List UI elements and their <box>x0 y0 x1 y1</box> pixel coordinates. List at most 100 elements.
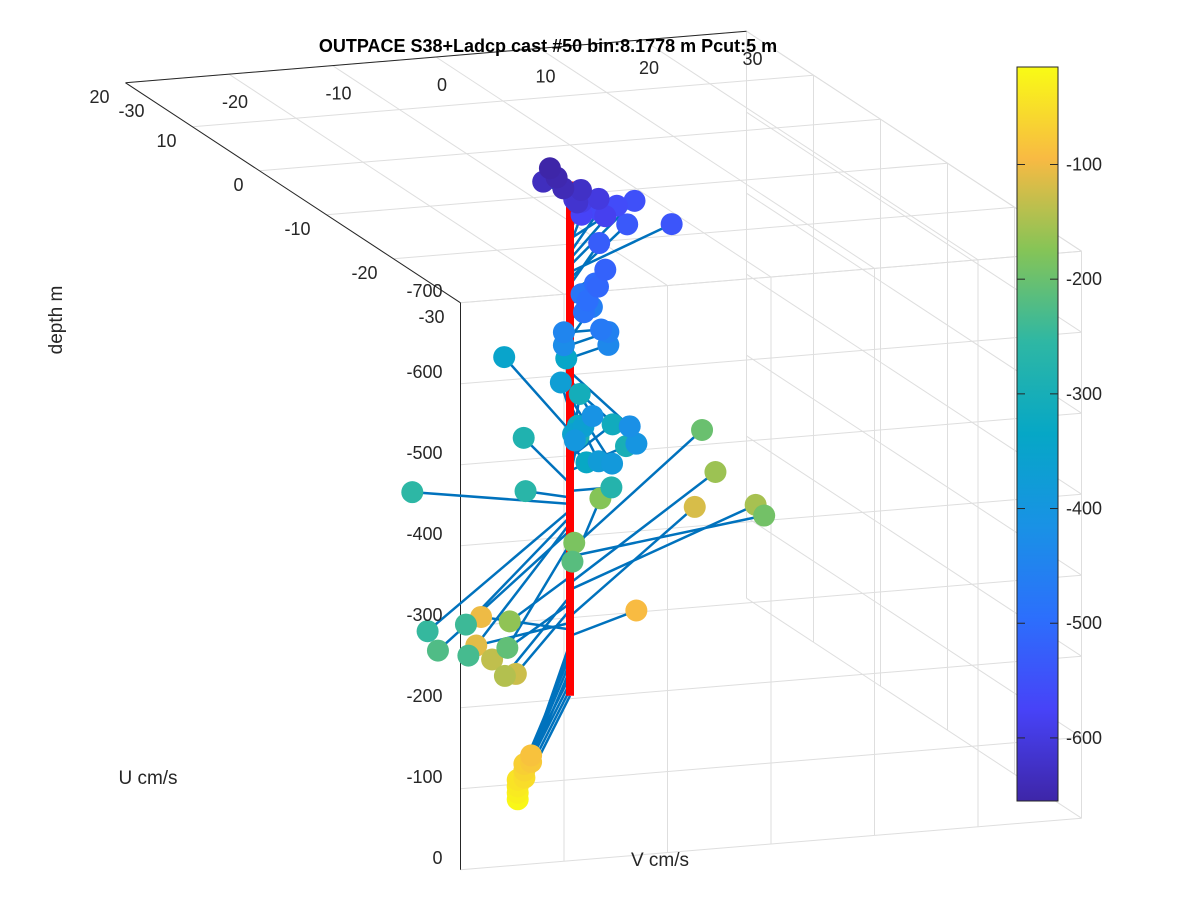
back-grid-line <box>460 817 1082 871</box>
floor-grid-line <box>228 73 565 295</box>
depth-tick-label: -500 <box>406 443 442 463</box>
velocity-marker <box>569 178 592 201</box>
colorbar-gradient <box>1016 66 1059 802</box>
velocity-stem <box>569 470 717 585</box>
back-grid-line <box>460 412 1082 466</box>
u-tick-label: 10 <box>156 131 176 151</box>
depth-tick-label: -700 <box>406 281 442 301</box>
v-tick-label: -10 <box>325 84 351 104</box>
chart-title: OUTPACE S38+Ladcp cast #50 bin:8.1778 m … <box>319 36 777 56</box>
velocity-stem <box>569 222 673 274</box>
velocity-marker <box>753 504 776 527</box>
depth-tick-label: -200 <box>406 686 442 706</box>
velocity-marker <box>416 620 439 643</box>
velocity-stems <box>412 167 765 800</box>
velocity-marker <box>683 495 706 518</box>
back-grid-line <box>460 736 1082 790</box>
colorbar-tick-label: -300 <box>1066 384 1102 404</box>
velocity-marker <box>587 187 610 210</box>
u-tick-label: 0 <box>233 175 243 195</box>
velocity-marker <box>552 321 575 344</box>
v-tick-label: 20 <box>639 58 659 78</box>
u-tick-label: -20 <box>351 263 377 283</box>
velocity-marker <box>587 275 609 298</box>
velocity-marker <box>481 648 504 671</box>
velocity-marker <box>594 258 617 281</box>
v-tick-label: -30 <box>118 101 144 121</box>
velocity-marker <box>454 613 477 636</box>
velocity-stem <box>506 542 572 649</box>
velocity-marker <box>549 371 572 394</box>
velocity-marker <box>581 405 604 428</box>
velocity-marker <box>601 413 624 436</box>
velocity-marker <box>601 452 624 475</box>
depth-tick-label: -100 <box>406 767 442 787</box>
velocity-marker <box>493 346 516 369</box>
z-axis-label: depth m <box>46 286 67 355</box>
velocity-marker <box>512 426 535 449</box>
velocity-marker <box>426 639 449 662</box>
back-grid-line <box>460 250 1082 304</box>
velocity-marker <box>625 432 648 455</box>
velocity-marker <box>660 213 683 236</box>
velocity-marker <box>496 636 519 659</box>
u-tick-label: -10 <box>284 219 310 239</box>
colorbar-tick-label: -500 <box>1066 613 1102 633</box>
velocity-marker <box>600 476 623 499</box>
velocity-stem <box>529 642 572 756</box>
v-tick-label: 10 <box>535 66 555 86</box>
velocity-marker <box>498 610 521 633</box>
colorbar-tick-label: -100 <box>1066 154 1102 174</box>
velocity-marker <box>704 460 727 483</box>
velocity-marker <box>520 744 543 767</box>
v-axis-line <box>125 30 747 84</box>
velocity-stem <box>412 490 571 506</box>
velocity-marker <box>568 382 591 405</box>
velocity-marker <box>538 157 561 180</box>
depth-tick-label: -600 <box>406 362 442 382</box>
velocity-marker <box>401 481 424 504</box>
y-axis-label: V cm/s <box>631 850 689 871</box>
velocity-marker <box>594 205 617 228</box>
velocity-stem <box>569 609 637 638</box>
velocity-marker <box>616 213 639 236</box>
velocity-marker <box>588 232 611 255</box>
tick-labels: 0-100-200-300-400-500-600-700-30-20-1001… <box>89 49 762 868</box>
depth-tick-label: 0 <box>432 848 442 868</box>
x-axis-label: U cm/s <box>118 768 177 789</box>
floor-grid-line <box>642 39 979 261</box>
colorbar-tick-label: -200 <box>1066 269 1102 289</box>
velocity-stem <box>529 649 572 763</box>
depth-tick-label: -400 <box>406 524 442 544</box>
v-tick-label: 0 <box>437 75 447 95</box>
velocity-stem <box>503 356 571 432</box>
velocity-markers <box>401 157 776 811</box>
velocity-marker <box>625 599 648 622</box>
axes-box <box>125 30 747 870</box>
velocity-marker <box>561 550 584 573</box>
velocity-marker <box>457 644 480 667</box>
velocity-stem <box>509 575 571 623</box>
floor-grid-line <box>539 47 875 269</box>
velocity-stem <box>467 522 571 657</box>
velocity-stem <box>569 503 757 591</box>
velocity-marker <box>590 318 613 341</box>
velocity-marker <box>563 531 586 554</box>
v-tick-label: 30 <box>742 49 762 69</box>
u-axis-line <box>125 82 461 304</box>
depth-tick-label: -300 <box>406 605 442 625</box>
velocity-marker <box>618 415 641 438</box>
colorbar-tick-label: -400 <box>1066 499 1102 519</box>
colorbar: -100 -200 -300 -400 -500 -600 <box>1016 66 1102 802</box>
v-tick-label: -20 <box>222 92 248 112</box>
velocity-stem <box>569 514 765 558</box>
u-tick-label: 20 <box>89 87 109 107</box>
velocity-marker <box>623 189 646 212</box>
velocity-stem <box>426 509 571 633</box>
colorbar-tick-label: -600 <box>1066 728 1102 748</box>
velocity-marker <box>514 480 537 503</box>
floor-grid-line <box>435 56 772 278</box>
velocity-stem <box>514 609 571 675</box>
